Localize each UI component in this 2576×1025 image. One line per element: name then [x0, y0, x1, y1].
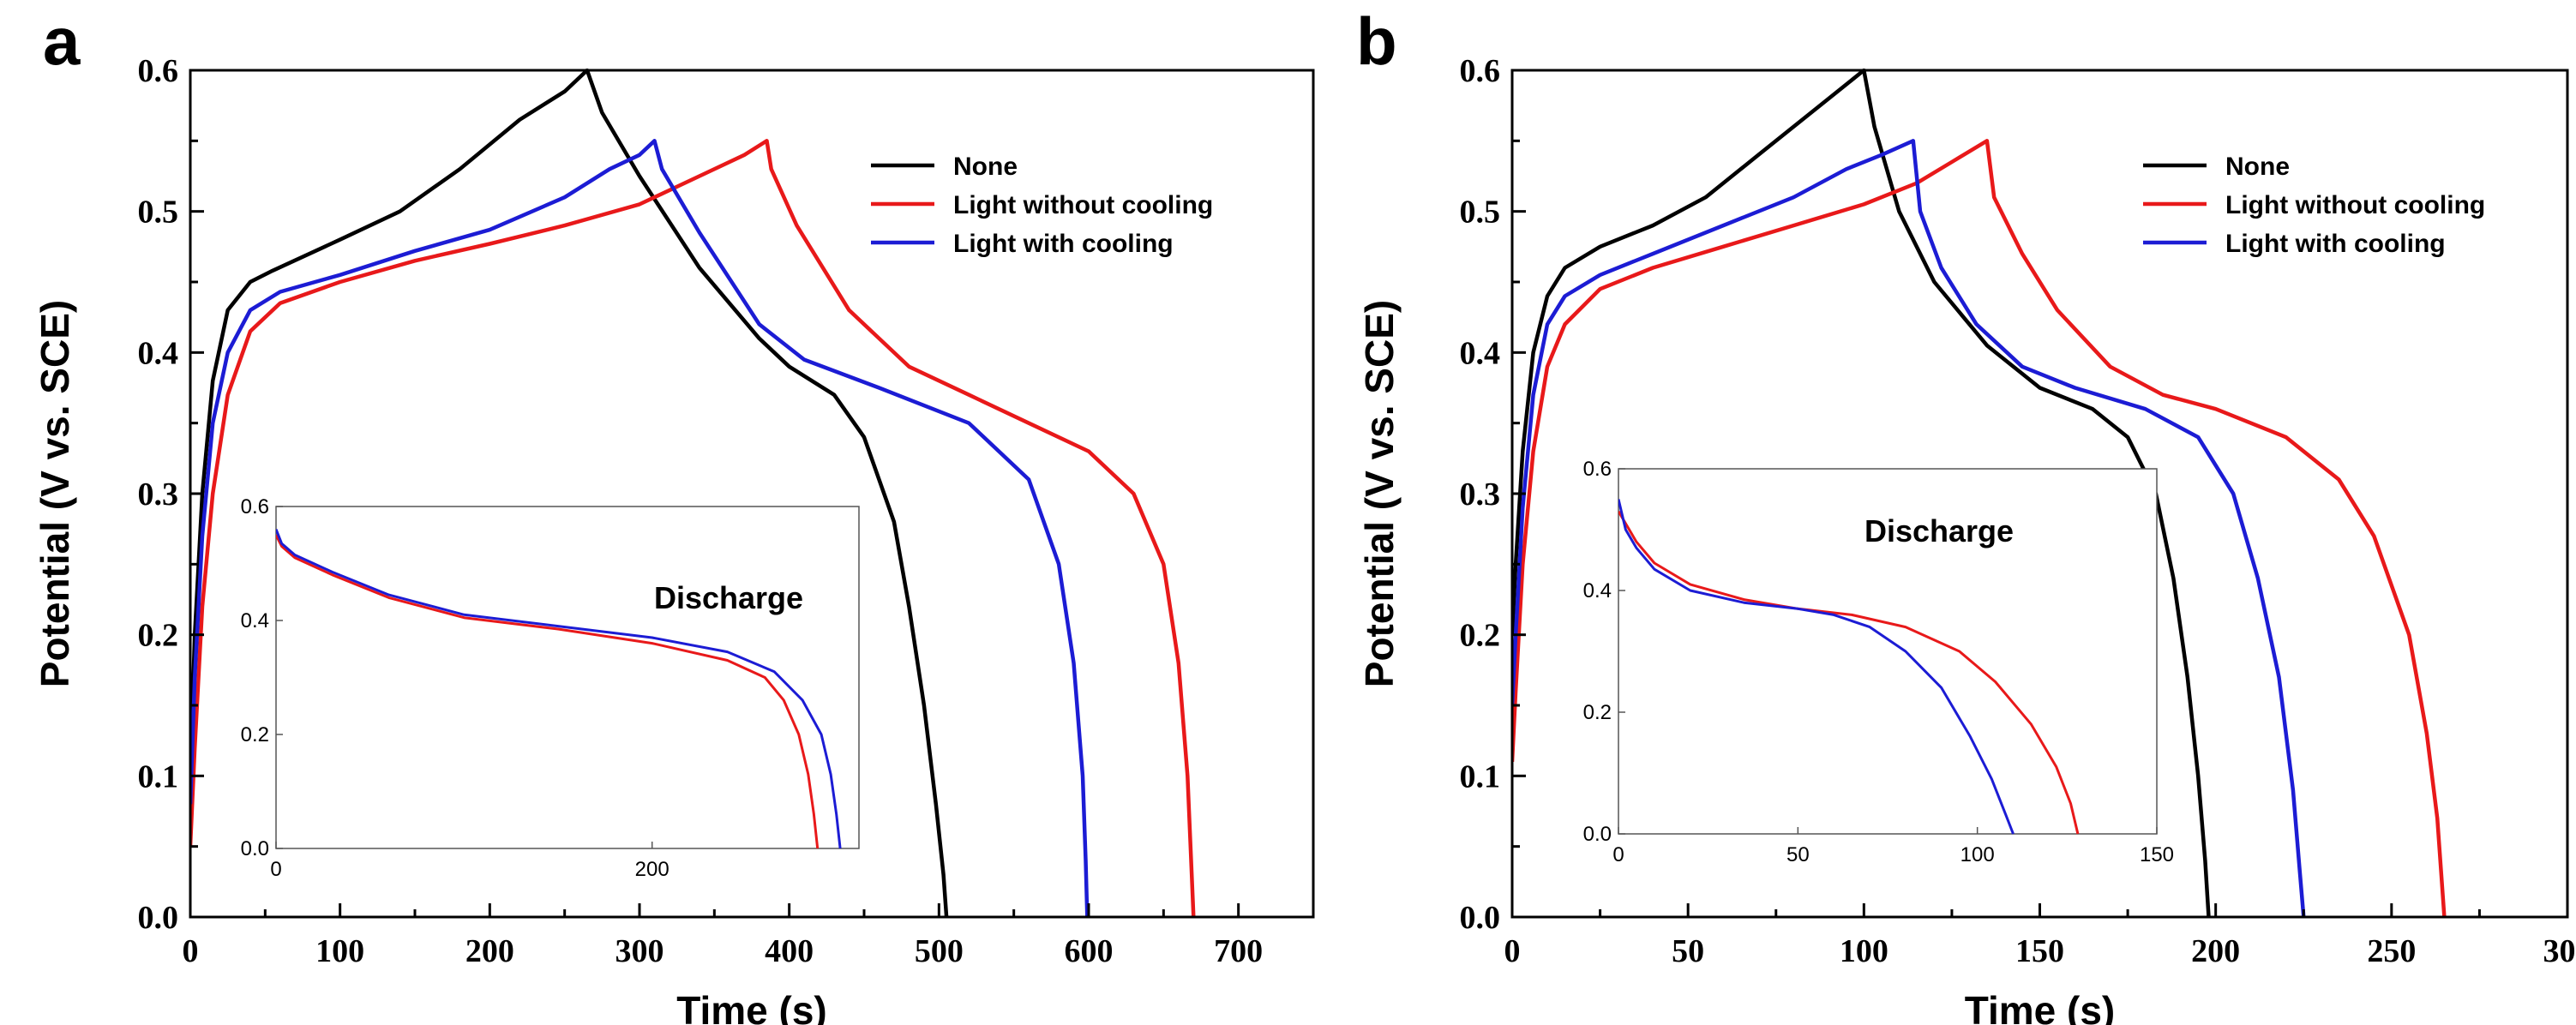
inset-chart: 0.0 0.2 0.4 0.6 0 50 100 150 Discharge	[1583, 458, 2174, 866]
x-tick-label: 250	[2367, 933, 2416, 969]
y-axis-title: Potential (V vs. SCE)	[33, 300, 77, 687]
x-tick-label: 200	[2191, 933, 2240, 969]
inset-title: Discharge	[1864, 513, 2014, 548]
x-tick-label: 200	[465, 933, 514, 969]
series-line-light-with-cooling	[1512, 139, 2306, 918]
series-line-light-without-cooling	[190, 139, 1196, 918]
x-tick-label: 600	[1065, 933, 1114, 969]
inset-x-tick-label: 200	[635, 858, 670, 881]
x-tick-label: 150	[2015, 933, 2064, 969]
y-tick-label: 0.6	[138, 53, 179, 89]
legend-label-none: None	[953, 153, 1018, 181]
legend: None Light without cooling Light with cool…	[2143, 153, 2485, 258]
y-tick-label: 0.0	[1460, 900, 1501, 936]
series-line-light-with-cooling	[190, 139, 1090, 918]
chart-panel-a: a 0.0 0.1 0.2 0.3 0.4 0.5 0.6 0 100 200 300 400 500 60…	[33, 3, 1315, 1025]
legend-label-none: None	[2225, 153, 2290, 181]
panel-letter: a	[43, 3, 81, 79]
inset-series-line-light-with-cooling	[1618, 499, 2015, 835]
y-tick-label: 0.6	[1460, 53, 1501, 89]
inset-series-group	[276, 529, 842, 849]
inset-chart: 0.0 0.2 0.4 0.6 0 200 Discharge	[241, 495, 860, 881]
y-tick-label: 0.0	[138, 900, 179, 936]
legend-label-light-with-cooling: Light with cooling	[953, 230, 1174, 258]
inset-x-tick-label: 0	[270, 858, 281, 881]
inset-title: Discharge	[654, 580, 803, 615]
x-tick-label: 50	[1672, 933, 1704, 969]
x-axis-title: Time (s)	[1965, 988, 2116, 1025]
y-tick-label: 0.5	[138, 195, 179, 231]
inset-y-tick-label: 0.2	[1583, 701, 1612, 724]
y-tick-label: 0.3	[138, 477, 179, 512]
inset-x-tick-label: 100	[1961, 843, 1995, 866]
legend-label-light-without-cooling: Light without cooling	[2225, 191, 2485, 219]
inset-series-line-light-without-cooling	[276, 534, 820, 849]
x-tick-label: 300	[2543, 933, 2576, 969]
y-tick-label: 0.5	[1460, 195, 1501, 231]
inset-y-tick-label: 0.6	[241, 495, 269, 518]
x-tick-label: 400	[765, 933, 814, 969]
inset-x-tick-label: 0	[1612, 843, 1624, 866]
x-tick-label: 0	[183, 933, 199, 969]
series-group	[190, 69, 1196, 918]
inset-y-tick-label: 0.2	[241, 723, 269, 746]
inset-x-tick-label: 50	[1786, 843, 1810, 866]
inset-frame	[275, 506, 860, 849]
y-tick-label: 0.3	[1460, 477, 1501, 512]
chart-panel-b: b 0.0 0.1 0.2 0.3 0.4 0.5 0.6 0 50 100 150 200 250 300…	[1356, 3, 2576, 1025]
x-axis-title: Time (s)	[676, 988, 827, 1025]
series-line-none	[1512, 69, 2211, 918]
y-tick-label: 0.2	[138, 618, 179, 654]
legend-label-light-without-cooling: Light without cooling	[953, 191, 1213, 219]
y-tick-label: 0.4	[138, 335, 179, 371]
series-line-none	[190, 69, 949, 918]
y-tick-label: 0.2	[1460, 618, 1501, 654]
inset-y-tick-label: 0.0	[241, 837, 269, 860]
y-axis-title: Potential (V vs. SCE)	[1357, 300, 1402, 687]
y-tick-label: 0.4	[1460, 335, 1501, 371]
y-tick-label: 0.1	[1460, 758, 1501, 794]
inset-series-group	[1618, 499, 2080, 835]
series-line-light-without-cooling	[1512, 139, 2447, 918]
legend-label-light-with-cooling: Light with cooling	[2225, 230, 2446, 258]
x-tick-label: 100	[315, 933, 364, 969]
x-tick-label: 300	[615, 933, 664, 969]
x-tick-label: 700	[1214, 933, 1263, 969]
x-tick-label: 500	[915, 933, 964, 969]
inset-x-tick-label: 150	[2140, 843, 2174, 866]
x-tick-label: 100	[1840, 933, 1888, 969]
x-tick-label: 0	[1504, 933, 1521, 969]
legend: None Light without cooling Light with cool…	[871, 153, 1213, 258]
inset-y-tick-label: 0.4	[1583, 579, 1612, 602]
inset-frame	[1618, 468, 2158, 835]
inset-y-tick-label: 0.4	[241, 609, 269, 632]
inset-series-line-light-with-cooling	[276, 529, 842, 849]
y-tick-label: 0.1	[138, 758, 179, 794]
inset-y-tick-label: 0.0	[1583, 823, 1612, 846]
inset-series-line-light-without-cooling	[1618, 510, 2080, 835]
inset-y-tick-label: 0.6	[1583, 458, 1612, 481]
series-group	[1512, 69, 2447, 918]
panel-letter: b	[1356, 3, 1397, 79]
